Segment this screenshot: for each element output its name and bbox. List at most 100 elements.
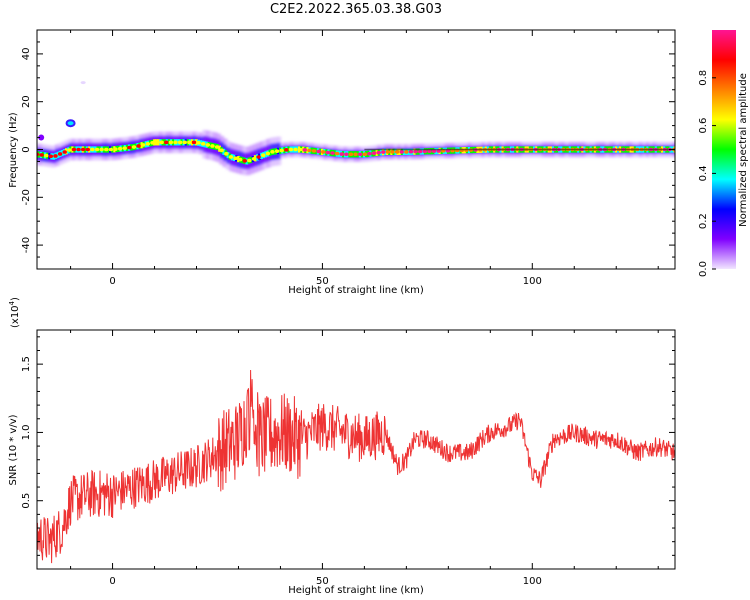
spectrogram-peak	[302, 148, 307, 152]
spectrogram-peak	[117, 146, 123, 151]
colorbar-tick-label: 0.0	[698, 261, 709, 277]
colorbar-label: Normalized spectral amplitude	[738, 73, 749, 227]
spectrogram-peak	[362, 152, 368, 157]
spectrogram-peak	[39, 153, 44, 157]
spectrogram-peak	[274, 149, 280, 153]
spectrogram-peak	[122, 146, 127, 150]
spectrogram-peak	[233, 156, 238, 161]
spectrogram-peak	[196, 141, 201, 145]
spectrogram-cell	[226, 151, 230, 159]
spectrogram-peak	[76, 147, 81, 152]
snr-x-tick-label: 100	[523, 576, 542, 587]
spectrogram-cell	[218, 145, 221, 152]
spectrogram-peak	[353, 152, 358, 157]
spectrogram-peak	[321, 150, 326, 154]
spectrogram-peak	[187, 140, 192, 145]
spectrogram-panel: 0 50 100 -40 -20 0 20 40 Height of straight li…	[8, 29, 676, 296]
spectrogram-peak	[261, 153, 266, 158]
spectrogram-peak	[99, 147, 104, 152]
spectrogram-y-tick-label: 0	[21, 146, 32, 152]
spectrogram-peak	[145, 142, 151, 146]
spectrogram-cell	[56, 151, 60, 158]
spectrogram-peak	[394, 150, 400, 154]
spectrogram-peak	[177, 140, 183, 145]
spectrogram-peak	[182, 140, 187, 145]
spectrogram-peak	[150, 141, 155, 145]
snr-panel: 0 50 100 0.5 1.0 1.5 Height of straight line…	[8, 297, 676, 596]
snr-x-axis-label: Height of straight line (km)	[288, 585, 424, 596]
spectrogram-peak	[293, 147, 298, 152]
spectrogram-peak	[265, 151, 271, 156]
spectrogram-peak	[228, 155, 234, 159]
spectrogram-x-tick-label: 50	[316, 276, 329, 287]
spectrogram-peak	[330, 151, 335, 155]
spectrogram-x-tick-label: 0	[109, 276, 115, 287]
spectrogram-blob	[65, 119, 76, 128]
spectrogram-peak	[325, 150, 331, 155]
spectrogram-peak	[53, 154, 58, 158]
spectrogram-peak	[44, 153, 49, 158]
spectrogram-peak	[210, 144, 215, 148]
spectrogram-peak	[219, 148, 224, 153]
spectrogram-peak	[413, 149, 418, 154]
spectrogram-x-axis-label: Height of straight line (km)	[288, 285, 424, 296]
spectrogram-cell	[264, 151, 268, 158]
spectrogram-peak	[80, 147, 86, 152]
spectrogram-peak	[348, 152, 354, 157]
colorbar-gradient	[712, 30, 736, 269]
spectrogram-peak	[408, 149, 414, 154]
spectrogram-peak	[224, 152, 229, 156]
spectrogram-peak	[104, 147, 109, 152]
spectrogram-peak	[85, 147, 90, 152]
spectrogram-peak	[279, 148, 284, 153]
colorbar-tick-label: 0.2	[698, 213, 709, 229]
spectrogram-peak	[108, 147, 114, 152]
spectrogram-peak	[90, 147, 95, 152]
colorbar-tick-label: 0.8	[698, 70, 709, 86]
colorbar-tick-label: 0.6	[698, 118, 709, 134]
spectrogram-peak	[367, 151, 372, 156]
spectrogram-peak	[311, 149, 317, 153]
spectrogram-peak	[127, 145, 132, 150]
spectrogram-peak	[344, 152, 349, 157]
spectrogram-peak	[168, 140, 174, 145]
spectrogram-peak	[390, 150, 395, 154]
spectrogram-peak	[256, 155, 261, 159]
spectrogram-peak	[62, 150, 67, 154]
spectrogram-peak	[164, 140, 169, 145]
spectrogram-x-tick-label: 100	[523, 276, 542, 287]
spectrogram-peak	[214, 145, 220, 149]
snr-y-scale-note: (x104)	[8, 297, 21, 328]
spectrogram-peak	[113, 147, 118, 151]
spectrogram-peak	[67, 148, 72, 152]
spectrogram-peak	[247, 158, 252, 163]
snr-x-tick-label: 0	[109, 576, 115, 587]
spectrogram-peak	[57, 152, 63, 156]
spectrogram-heatmap	[37, 81, 675, 176]
spectrogram-y-tick-label: -40	[21, 237, 32, 253]
spectrogram-cell	[245, 158, 249, 165]
spectrogram-peak	[316, 149, 321, 154]
spectrogram-peak	[94, 147, 100, 152]
spectrogram-y-tick-label: 40	[21, 48, 32, 61]
snr-y-tick-label: 1.0	[21, 424, 32, 440]
colorbar: 0.0 0.2 0.4 0.6 0.8 Normalized spectral ampl…	[698, 30, 749, 277]
spectrogram-y-tick-label: -20	[21, 189, 32, 205]
spectrogram-cell	[241, 157, 245, 164]
snr-frame	[36, 329, 676, 570]
spectrogram-y-axis-label: Frequency (Hz)	[8, 112, 19, 188]
spectrogram-peak	[399, 150, 404, 154]
spectrogram-peak	[48, 154, 54, 159]
spectrogram-peak	[140, 143, 146, 147]
spectrogram-peak	[334, 151, 340, 156]
spectrogram-peak	[297, 147, 303, 152]
spectrogram-peak	[205, 143, 211, 147]
snr-x-tick-label: 50	[316, 576, 329, 587]
snr-y-axis-label: SNR (10 * v/v)	[8, 414, 19, 485]
spectrogram-peak	[251, 156, 257, 161]
spectrogram-cell	[60, 149, 64, 157]
spectrogram-peak	[385, 150, 391, 154]
snr-series-line	[37, 369, 675, 564]
spectrogram-peak	[237, 157, 243, 162]
spectrogram-peak	[288, 147, 294, 152]
